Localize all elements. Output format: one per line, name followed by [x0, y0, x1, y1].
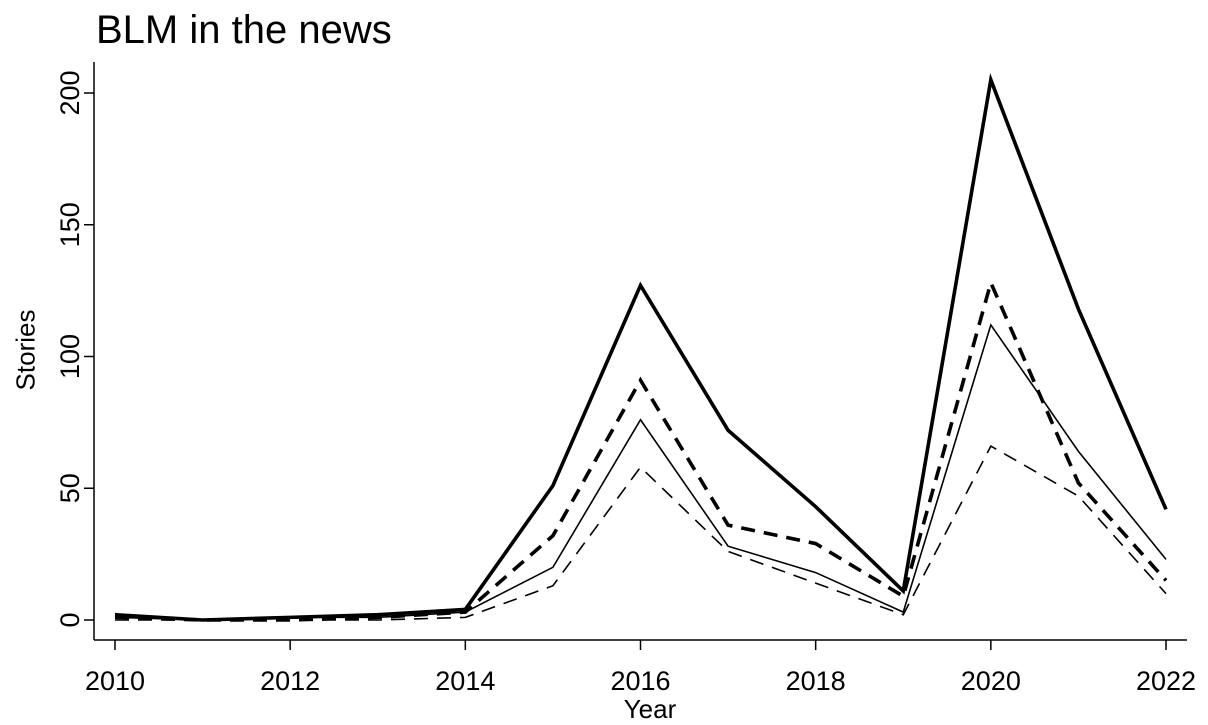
x-tick-label: 2020 [961, 666, 1021, 696]
x-tick-label: 2012 [260, 666, 320, 696]
axes [93, 62, 1187, 641]
y-axis-label: Stories [10, 309, 41, 391]
series-line-thin-dashed [115, 444, 1167, 621]
series-line-thick-dashed [114, 277, 1168, 622]
chart-title: BLM in the news [96, 8, 392, 52]
x-tick-label: 2018 [786, 666, 846, 696]
y-ticks: 0 50 100 150 200 [55, 70, 94, 628]
series-lines [114, 73, 1168, 622]
y-tick-label: 100 [55, 334, 85, 379]
x-axis-label: Year [623, 694, 677, 724]
x-tick-label: 2014 [435, 666, 495, 696]
y-tick-label: 200 [55, 70, 85, 115]
x-tick-label: 2010 [85, 666, 145, 696]
x-tick-label: 2016 [610, 666, 670, 696]
series-line-thin-solid [114, 323, 1167, 621]
x-ticks: 2010 2012 2014 2016 2018 2020 2022 [85, 640, 1196, 696]
y-tick-label: 0 [55, 612, 85, 627]
y-tick-label: 50 [55, 473, 85, 503]
y-tick-label: 150 [55, 202, 85, 247]
x-tick-label: 2022 [1136, 666, 1196, 696]
